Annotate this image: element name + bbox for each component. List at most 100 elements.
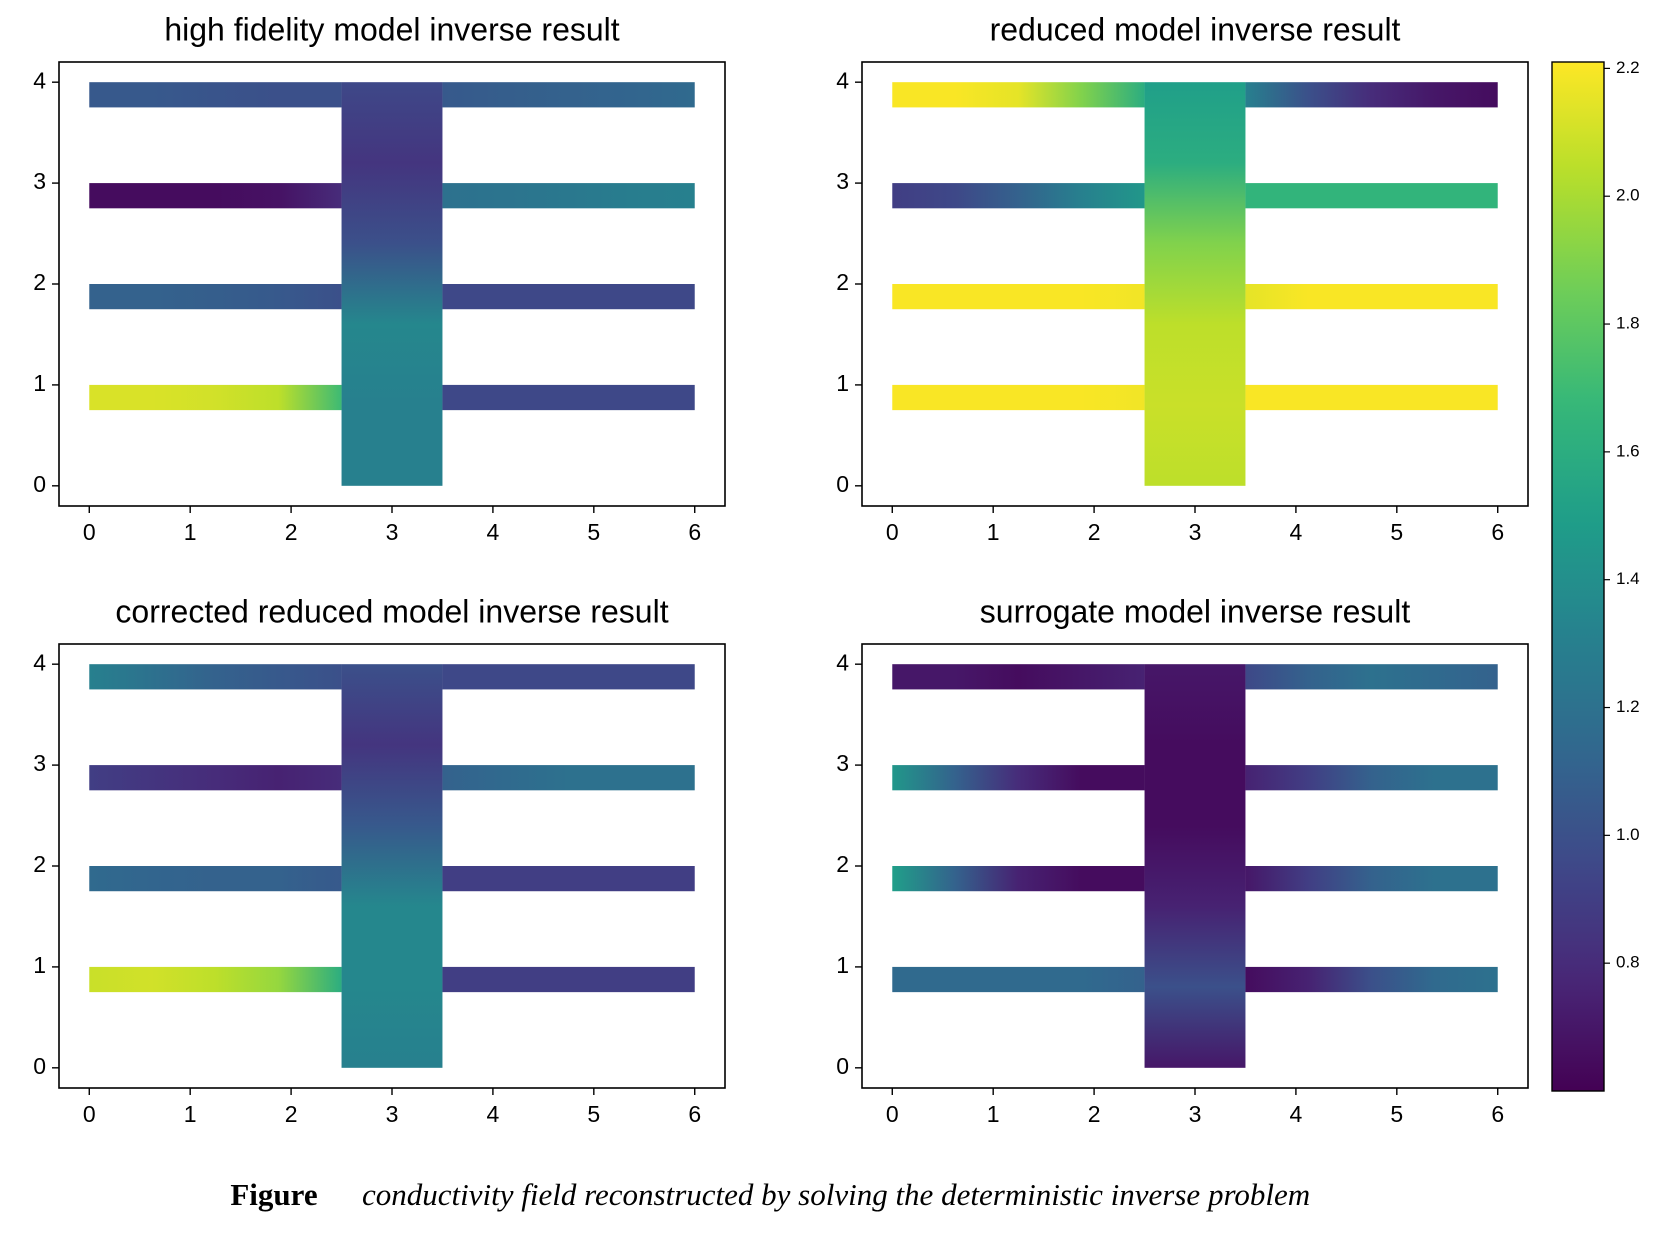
arm-field bbox=[89, 82, 342, 108]
x-tick-label: 6 bbox=[688, 519, 701, 545]
arm-field bbox=[442, 183, 695, 209]
arm-field bbox=[1245, 284, 1498, 310]
x-tick-label: 1 bbox=[987, 519, 1000, 545]
x-tick-label: 2 bbox=[285, 1101, 298, 1127]
panel-title: surrogate model inverse result bbox=[980, 593, 1411, 629]
x-tick-label: 1 bbox=[987, 1101, 1000, 1127]
x-tick-label: 0 bbox=[83, 519, 96, 545]
arm-field bbox=[892, 664, 1145, 690]
arm-field bbox=[442, 765, 695, 791]
y-tick-label: 0 bbox=[33, 471, 46, 497]
x-tick-label: 3 bbox=[386, 1101, 399, 1127]
x-tick-label: 3 bbox=[1189, 1101, 1202, 1127]
colorbar bbox=[1551, 61, 1605, 1092]
y-tick-label: 1 bbox=[836, 370, 849, 396]
x-tick-label: 0 bbox=[886, 519, 899, 545]
x-tick-label: 2 bbox=[1088, 1101, 1101, 1127]
y-tick-label: 1 bbox=[33, 952, 46, 978]
y-tick-label: 0 bbox=[836, 1053, 849, 1079]
x-tick-label: 5 bbox=[1390, 1101, 1403, 1127]
colorbar-tick-label: 1.8 bbox=[1616, 314, 1640, 333]
arm-field bbox=[892, 183, 1145, 209]
x-tick-label: 0 bbox=[83, 1101, 96, 1127]
x-tick-label: 4 bbox=[487, 1101, 500, 1127]
y-tick-label: 3 bbox=[33, 750, 46, 776]
y-tick-label: 4 bbox=[33, 67, 46, 93]
y-tick-label: 2 bbox=[33, 269, 46, 295]
arm-field bbox=[442, 82, 695, 108]
panel-title: reduced model inverse result bbox=[990, 11, 1401, 47]
arm-field bbox=[1245, 82, 1498, 108]
arm-field bbox=[892, 82, 1145, 108]
colorbar-tick-label: 0.8 bbox=[1616, 953, 1640, 972]
arm-field bbox=[89, 765, 342, 791]
panel-title: high fidelity model inverse result bbox=[164, 11, 619, 47]
x-tick-label: 5 bbox=[587, 1101, 600, 1127]
y-tick-label: 0 bbox=[33, 1053, 46, 1079]
panel-title: corrected reduced model inverse result bbox=[115, 593, 668, 629]
x-tick-label: 5 bbox=[587, 519, 600, 545]
x-tick-label: 2 bbox=[285, 519, 298, 545]
trunk-field bbox=[341, 664, 443, 1068]
arm-field bbox=[892, 765, 1145, 791]
y-tick-label: 3 bbox=[836, 168, 849, 194]
trunk-field bbox=[1144, 82, 1246, 486]
arm-field bbox=[442, 664, 695, 690]
arm-field bbox=[892, 966, 1145, 993]
arm-field bbox=[89, 866, 342, 892]
x-tick-label: 1 bbox=[184, 1101, 197, 1127]
arm-field bbox=[1245, 664, 1498, 690]
colorbar-tick-label: 1.4 bbox=[1616, 569, 1640, 588]
x-tick-label: 6 bbox=[1491, 519, 1504, 545]
y-tick-label: 1 bbox=[836, 952, 849, 978]
y-tick-label: 2 bbox=[836, 851, 849, 877]
arm-field bbox=[1245, 765, 1498, 791]
colorbar-tick-label: 1.6 bbox=[1616, 441, 1640, 460]
x-tick-label: 2 bbox=[1088, 519, 1101, 545]
y-tick-label: 0 bbox=[836, 471, 849, 497]
y-tick-label: 4 bbox=[33, 649, 46, 675]
arm-field bbox=[892, 384, 1145, 411]
x-tick-label: 3 bbox=[1189, 519, 1202, 545]
y-tick-label: 2 bbox=[836, 269, 849, 295]
colorbar-tick-label: 2.2 bbox=[1616, 58, 1640, 77]
arm-field bbox=[442, 866, 695, 892]
arm-field bbox=[89, 966, 342, 993]
trunk-field bbox=[1144, 664, 1246, 1068]
y-tick-label: 4 bbox=[836, 649, 849, 675]
y-tick-label: 4 bbox=[836, 67, 849, 93]
x-tick-label: 6 bbox=[1491, 1101, 1504, 1127]
arm-field bbox=[442, 284, 695, 310]
x-tick-label: 6 bbox=[688, 1101, 701, 1127]
arm-field bbox=[1245, 384, 1498, 411]
colorbar-tick-label: 2.0 bbox=[1616, 186, 1640, 205]
arm-field bbox=[1245, 966, 1498, 993]
arm-field bbox=[89, 183, 342, 209]
arm-field bbox=[89, 384, 342, 411]
x-tick-label: 4 bbox=[487, 519, 500, 545]
y-tick-label: 3 bbox=[33, 168, 46, 194]
x-tick-label: 4 bbox=[1290, 519, 1303, 545]
colorbar-tick-label: 1.2 bbox=[1616, 697, 1640, 716]
arm-field bbox=[442, 384, 695, 411]
x-tick-label: 0 bbox=[886, 1101, 899, 1127]
arm-field bbox=[1245, 866, 1498, 892]
colorbar-tick-label: 1.0 bbox=[1616, 825, 1640, 844]
y-tick-label: 3 bbox=[836, 750, 849, 776]
arm-field bbox=[442, 966, 695, 993]
x-tick-label: 1 bbox=[184, 519, 197, 545]
caption-text: conductivity field reconstructed by solv… bbox=[362, 1177, 1310, 1212]
x-tick-label: 3 bbox=[386, 519, 399, 545]
arm-field bbox=[89, 284, 342, 310]
x-tick-label: 4 bbox=[1290, 1101, 1303, 1127]
caption-label: Figure bbox=[230, 1177, 317, 1212]
y-tick-label: 1 bbox=[33, 370, 46, 396]
arm-field bbox=[892, 284, 1145, 310]
trunk-field bbox=[341, 82, 443, 486]
arm-field bbox=[89, 664, 342, 690]
arm-field bbox=[1245, 183, 1498, 209]
y-tick-label: 2 bbox=[33, 851, 46, 877]
x-tick-label: 5 bbox=[1390, 519, 1403, 545]
arm-field bbox=[892, 866, 1145, 892]
